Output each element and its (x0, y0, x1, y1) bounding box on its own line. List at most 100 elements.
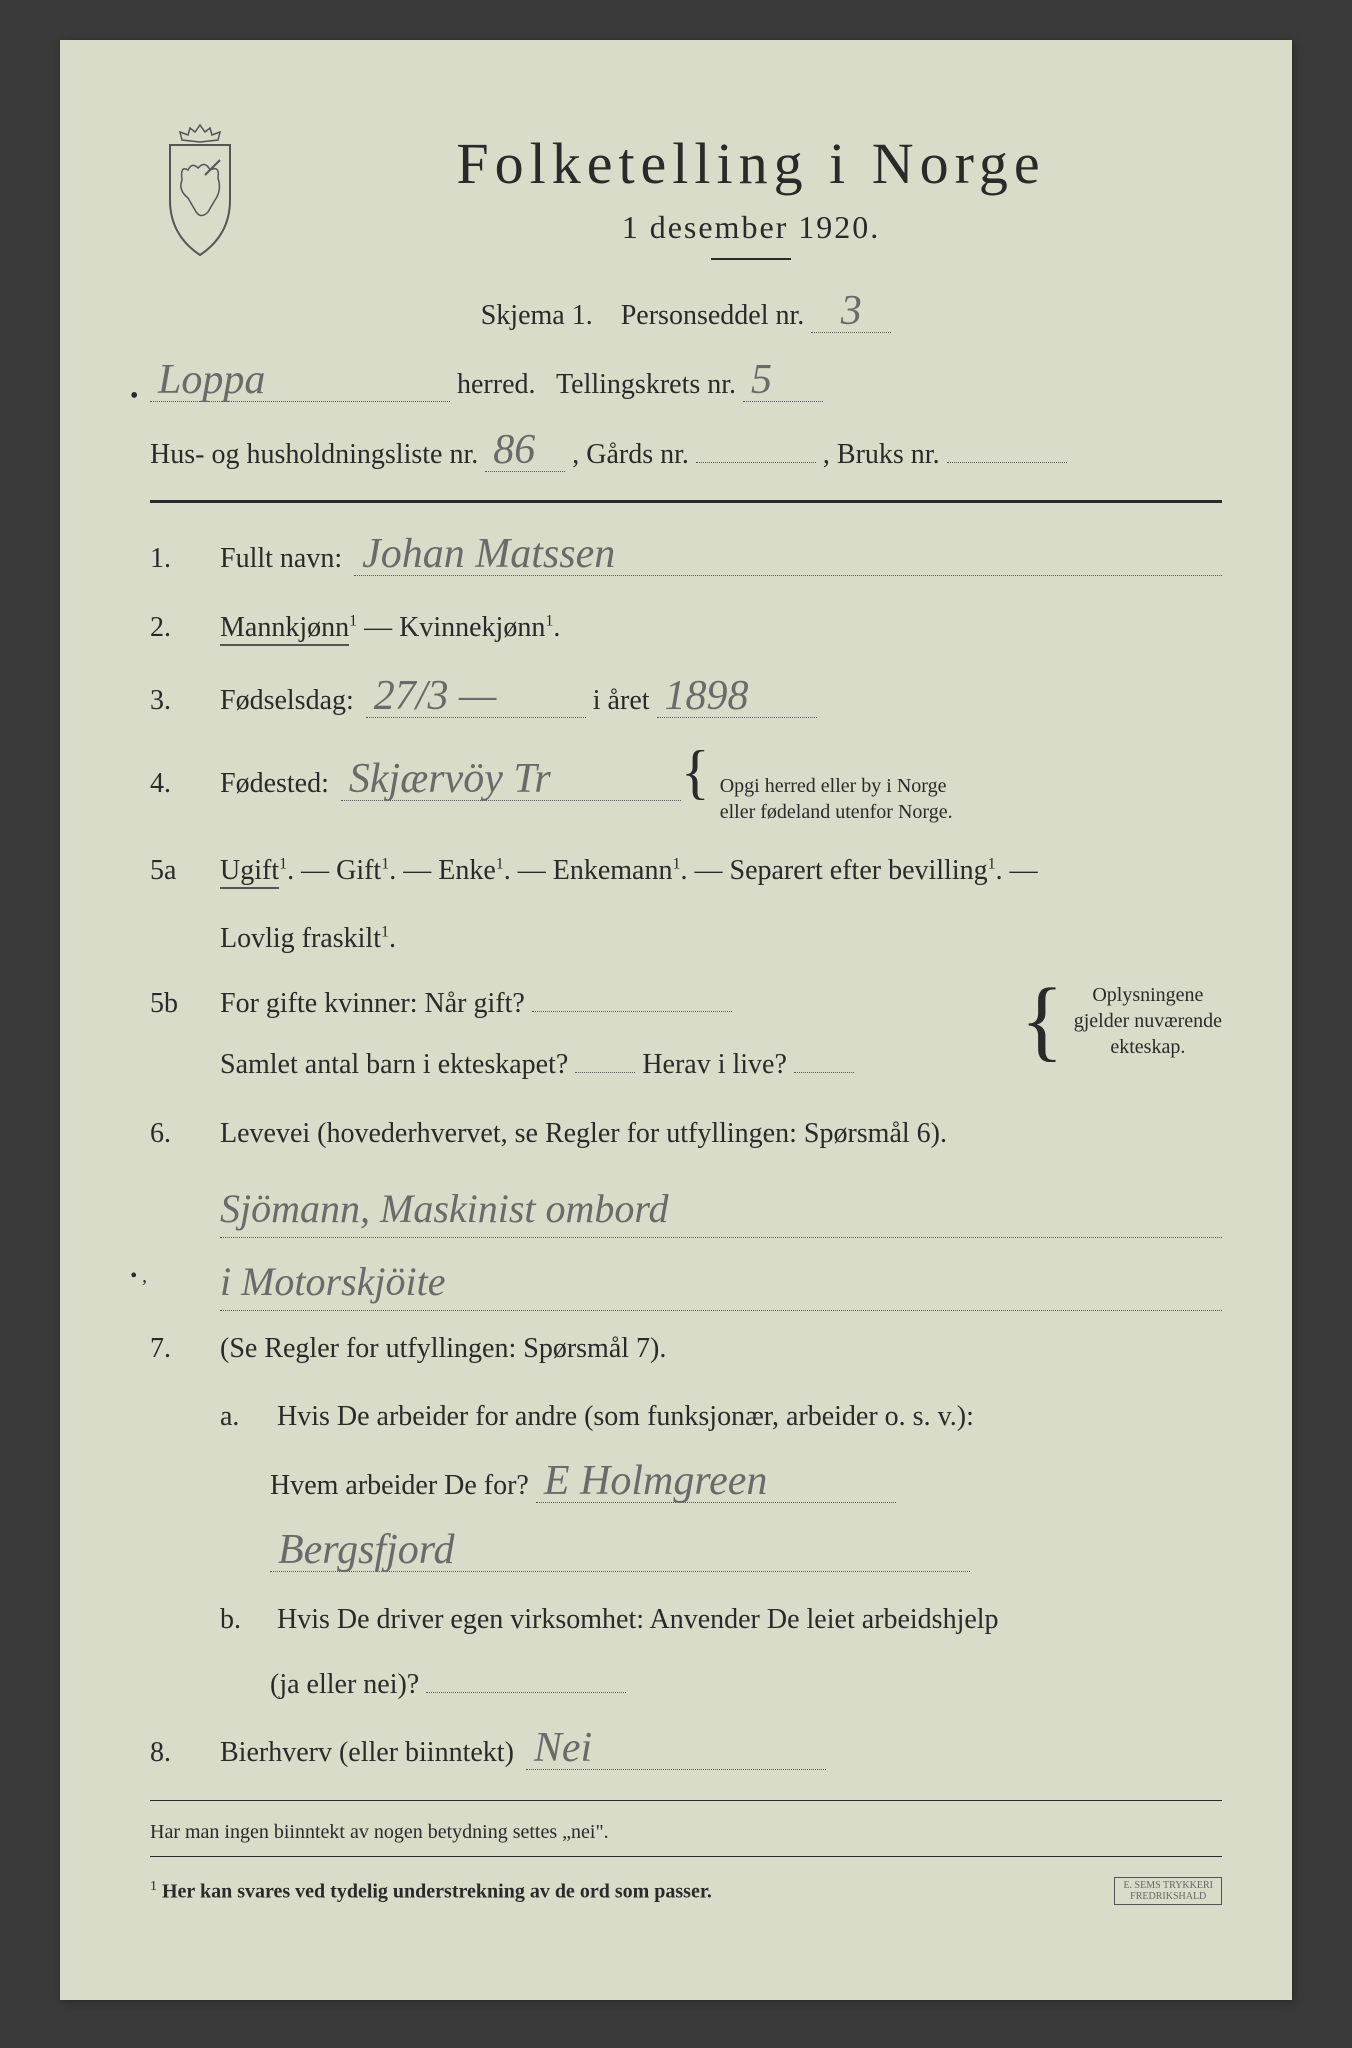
bullet-mark-icon: • (130, 375, 138, 418)
footnote-2-row: 1 Her kan svares ved tydelig understrekn… (150, 1877, 1222, 1905)
field-7a: a. Hvis De arbeider for andre (som funks… (220, 1395, 1222, 1440)
field-5a: 5a Ugift1. — Gift1. — Enke1. — Enkemann1… (150, 849, 1222, 894)
printer-stamp: E. SEMS TRYKKERI FREDRIKSHALD (1114, 1877, 1222, 1905)
field-6-label: Levevei (hovederhvervet, se Regler for u… (220, 1112, 947, 1157)
field-5b-value3 (794, 1072, 854, 1073)
field-4: 4. Fødested: Skjærvöy Tr { Opgi herred e… (150, 748, 1222, 825)
field-1-label: Fullt navn: (220, 537, 342, 582)
field-1-value: Johan Matssen (354, 533, 1222, 576)
field-5b-value1 (532, 1011, 732, 1012)
brace-icon: { (681, 748, 710, 796)
brace-icon-2: { (1021, 985, 1064, 1057)
field-7b-num: b. (220, 1598, 270, 1643)
gift-label: Gift (336, 855, 381, 886)
field-7-label: (Se Regler for utfyllingen: Spørsmål 7). (220, 1327, 666, 1372)
field-6: 6. Levevei (hovederhvervet, se Regler fo… (150, 1112, 1222, 1157)
field-7a-text1: Hvis De arbeider for andre (som funksjon… (277, 1401, 974, 1432)
field-5b-note: Oplysningene gjelder nuværende ekteskap. (1074, 982, 1222, 1060)
field-3: 3. Fødselsdag: 27/3 — i året 1898 (150, 675, 1222, 724)
field-5b-label3: Herav i live? (642, 1049, 787, 1080)
field-7b-line2: (ja eller nei)? (270, 1663, 1222, 1708)
personseddel-label: Personseddel nr. (621, 300, 805, 331)
field-2: 2. Mannkjønn1 — Kvinnekjønn1. (150, 606, 1222, 651)
field-7a-value: E Holmgreen (536, 1460, 896, 1503)
gards-label: , Gårds nr. (572, 439, 689, 470)
meta-line-1: Skjema 1. Personseddel nr. 3 (150, 290, 1222, 341)
field-5b: 5b For gifte kvinner: Når gift? Samlet a… (150, 982, 1222, 1088)
field-4-label: Fødested: (220, 762, 329, 807)
field-7: 7. (Se Regler for utfyllingen: Spørsmål … (150, 1327, 1222, 1372)
meta-line-3: Hus- og husholdningsliste nr. 86 , Gårds… (150, 429, 1222, 480)
bruks-value (947, 462, 1067, 463)
field-5b-value2 (575, 1072, 635, 1073)
edge-mark-icon: • , (130, 1262, 147, 1290)
field-2-content: Mannkjønn1 — Kvinnekjønn1. (220, 606, 560, 651)
page-subtitle: 1 desember 1920. (280, 209, 1222, 246)
field-3-num: 3. (150, 679, 220, 724)
field-8-label: Bierhverv (eller biinntekt) (220, 1731, 514, 1776)
field-7b-text1: Hvis De driver egen virksomhet: Anvender… (277, 1604, 999, 1635)
title-rule (711, 258, 791, 260)
field-5b-note-block: { Oplysningene gjelder nuværende ekteska… (1021, 982, 1222, 1060)
divider-main (150, 500, 1222, 503)
field-4-value: Skjærvöy Tr (341, 758, 681, 801)
divider-thin-1 (150, 1800, 1222, 1801)
field-5b-label1: For gifte kvinner: Når gift? (220, 988, 525, 1019)
field-6-value-line1: Sjömann, Maskinist ombord (220, 1181, 1222, 1238)
field-7a-num: a. (220, 1395, 270, 1440)
gards-value (696, 462, 816, 463)
field-5a-content: Ugift1. — Gift1. — Enke1. — Enkemann1. —… (220, 849, 1038, 894)
mannkjonn-label: Mannkjønn (220, 612, 349, 646)
field-7a-line2: Hvem arbeider De for? E Holmgreen (270, 1460, 1222, 1509)
meta-line-2: • Loppa herred. Tellingskrets nr. 5 (150, 359, 1222, 410)
field-4-num: 4. (150, 762, 220, 807)
tellingskrets-value: 5 (743, 359, 823, 402)
field-4-note: Opgi herred eller by i Norge eller fødel… (720, 773, 953, 825)
header: Folketelling i Norge 1 desember 1920. (150, 120, 1222, 280)
field-8-value: Nei (526, 1727, 826, 1770)
field-8: 8. Bierhverv (eller biinntekt) Nei (150, 1727, 1222, 1776)
field-6-num: 6. (150, 1112, 220, 1157)
field-7a-text2: Hvem arbeider De for? (270, 1470, 529, 1501)
field-7-num: 7. (150, 1327, 220, 1372)
field-8-num: 8. (150, 1731, 220, 1776)
field-5b-label2: Samlet antal barn i ekteskapet? (220, 1049, 568, 1080)
personseddel-value: 3 (811, 290, 891, 333)
husliste-label: Hus- og husholdningsliste nr. (150, 439, 478, 470)
separert-label: Separert efter bevilling (730, 855, 988, 886)
field-3-label: Fødselsdag: (220, 679, 354, 724)
footnote-2: 1 Her kan svares ved tydelig understrekn… (150, 1879, 712, 1904)
field-3-year-label: i året (593, 679, 650, 724)
field-1-num: 1. (150, 537, 220, 582)
coat-of-arms-icon (150, 120, 250, 260)
field-7b: b. Hvis De driver egen virksomhet: Anven… (220, 1598, 1222, 1643)
field-2-num: 2. (150, 606, 220, 651)
footnote-1: Har man ingen biinntekt av nogen betydni… (150, 1821, 1222, 1844)
enkemann-label: Enkemann (553, 855, 673, 886)
field-3-year: 1898 (657, 675, 817, 718)
title-block: Folketelling i Norge 1 desember 1920. (280, 120, 1222, 280)
census-form-page: Folketelling i Norge 1 desember 1920. Sk… (60, 40, 1292, 2000)
skjema-label: Skjema 1. (481, 300, 593, 331)
field-5b-content: For gifte kvinner: Når gift? Samlet anta… (220, 982, 1021, 1088)
field-5a-line2: Lovlig fraskilt1. (220, 917, 1222, 962)
enke-label: Enke (438, 855, 496, 886)
field-5b-num: 5b (150, 982, 220, 1027)
sup-2: 1 (545, 613, 553, 630)
page-title: Folketelling i Norge (280, 130, 1222, 197)
field-6-value-line2: • , i Motorskjöite (220, 1254, 1222, 1311)
field-7b-value (426, 1692, 626, 1693)
divider-thin-2 (150, 1856, 1222, 1857)
sup-1: 1 (349, 613, 357, 630)
ugift-label: Ugift (220, 855, 279, 889)
field-3-day: 27/3 — (366, 675, 586, 718)
kvinnekjonn-label: Kvinnekjønn (399, 612, 545, 643)
field-1: 1. Fullt navn: Johan Matssen (150, 533, 1222, 582)
field-7a-value2: Bergsfjord (270, 1529, 970, 1572)
bruks-label: , Bruks nr. (823, 439, 940, 470)
fraskilt-label: Lovlig fraskilt (220, 923, 381, 954)
field-7a-line3: Bergsfjord (270, 1529, 1222, 1578)
husliste-value: 86 (485, 429, 565, 472)
field-5a-num: 5a (150, 849, 220, 894)
field-7b-text2: (ja eller nei)? (270, 1669, 419, 1700)
